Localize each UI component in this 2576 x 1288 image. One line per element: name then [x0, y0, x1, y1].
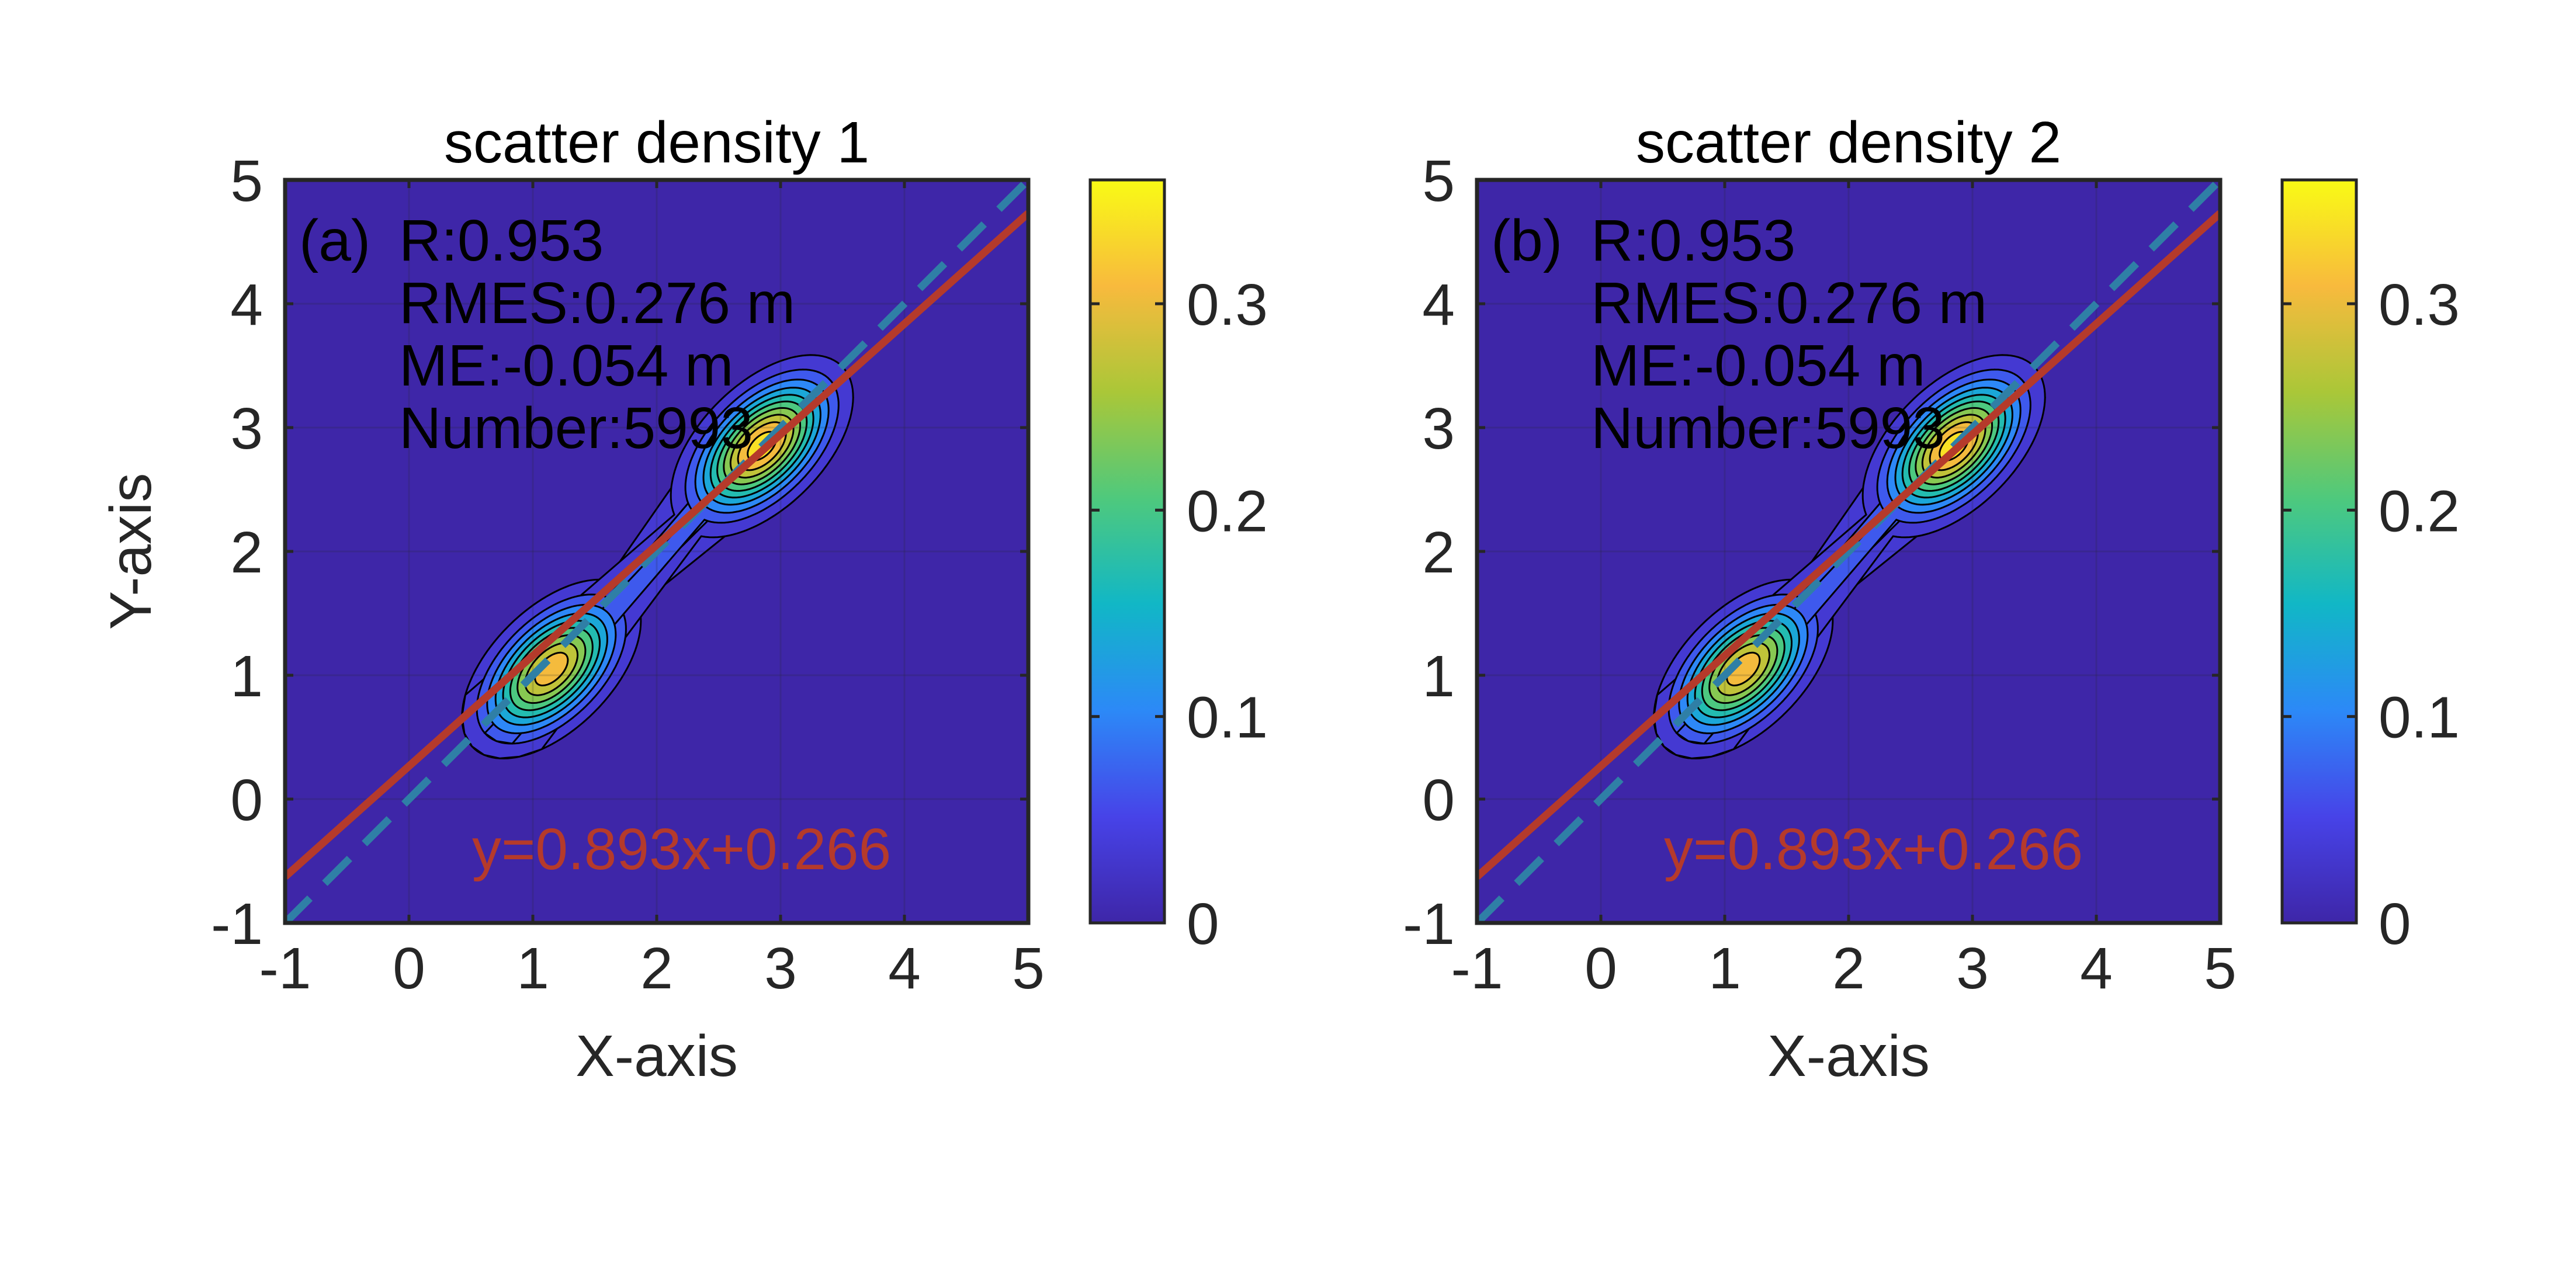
x-tick-label: -1: [1451, 936, 1503, 1001]
colorbar-tick-label: 0.1: [1187, 685, 1268, 751]
stat-r: R:0.953: [1591, 208, 1795, 273]
x-tick-label: -1: [259, 936, 311, 1001]
stat-me: ME:-0.054 m: [1591, 333, 1925, 398]
x-tick-label: 1: [1708, 936, 1741, 1001]
fit-line: [285, 210, 1028, 880]
colorbar-tick-label: 0.3: [2379, 272, 2460, 338]
identity-line: [285, 180, 1028, 923]
y-tick-label: -1: [1403, 891, 1455, 957]
stat-rmse: RMES:0.276 m: [399, 270, 795, 336]
x-tick-label: 5: [2204, 936, 2237, 1001]
x-tick-label: 0: [393, 936, 425, 1001]
colorbar-gradient: [2280, 178, 2358, 925]
x-tick-label: 3: [764, 936, 797, 1001]
x-tick-label: 5: [1012, 936, 1045, 1001]
y-tick-label: 0: [230, 768, 263, 833]
y-tick-label: 0: [1422, 768, 1455, 833]
y-tick-label: 5: [1422, 148, 1455, 214]
colorbar-tick-label: 0.2: [2379, 478, 2460, 544]
x-tick-label: 4: [888, 936, 921, 1001]
fit-line: [1477, 210, 2220, 880]
colorbar-tick-label: 0.1: [2379, 685, 2460, 751]
x-tick-label: 4: [2080, 936, 2113, 1001]
y-tick-label: 5: [230, 148, 263, 214]
colorbar-gradient: [1088, 178, 1166, 925]
x-tick-label: 0: [1585, 936, 1617, 1001]
panel-label: (b): [1491, 208, 1562, 273]
y-tick-label: 2: [1422, 520, 1455, 585]
stat-number: Number:5993: [399, 395, 753, 461]
x-tick-label: 2: [1832, 936, 1865, 1001]
stat-me: ME:-0.054 m: [399, 333, 733, 398]
reference-lines: [285, 180, 1028, 923]
fit-equation: y=0.893x+0.266: [1664, 817, 2083, 882]
colorbar-tick-label: 0.2: [1187, 478, 1268, 544]
y-axis-label: Y-axis: [98, 473, 164, 630]
y-tick-label: -1: [211, 891, 263, 957]
fit-equation: y=0.893x+0.266: [472, 817, 891, 882]
stat-r: R:0.953: [399, 208, 604, 273]
panel-2: -1 0 1 2 3 4 5 -1 0 1 2 3 4 5 scatter density 2 X-axis (…: [1403, 110, 2460, 1089]
stat-rmse: RMES:0.276 m: [1591, 270, 1987, 336]
colorbar-tick-label: 0: [2379, 891, 2411, 957]
y-tick-label: 3: [230, 396, 263, 461]
chart-title: scatter density 1: [444, 110, 869, 175]
reference-lines: [1477, 180, 2220, 923]
x-tick-label: 3: [1956, 936, 1989, 1001]
panel-label: (a): [299, 208, 370, 273]
y-tick-label: 4: [230, 272, 263, 338]
y-tick-label: 4: [1422, 272, 1455, 338]
colorbar: 0 0.1 0.2 0.3: [2280, 178, 2460, 957]
colorbar: 0 0.1 0.2 0.3: [1088, 178, 1268, 957]
y-tick-label: 2: [230, 520, 263, 585]
x-tick-label: 1: [516, 936, 549, 1001]
chart-title: scatter density 2: [1636, 110, 2061, 175]
identity-line: [1477, 180, 2220, 923]
colorbar-tick-label: 0: [1187, 891, 1219, 957]
panel-1: -1 0 1 2 3 4 5 -1 0 1 2 3 4 5 scatter density 1 X-axis Y…: [98, 110, 1268, 1089]
y-tick-label: 1: [230, 644, 263, 709]
y-tick-label: 3: [1422, 396, 1455, 461]
x-axis-label: X-axis: [1767, 1023, 1930, 1089]
x-tick-label: 2: [640, 936, 673, 1001]
stat-number: Number:5993: [1591, 395, 1945, 461]
x-axis-label: X-axis: [575, 1023, 738, 1089]
colorbar-tick-label: 0.3: [1187, 272, 1268, 338]
y-tick-label: 1: [1422, 644, 1455, 709]
